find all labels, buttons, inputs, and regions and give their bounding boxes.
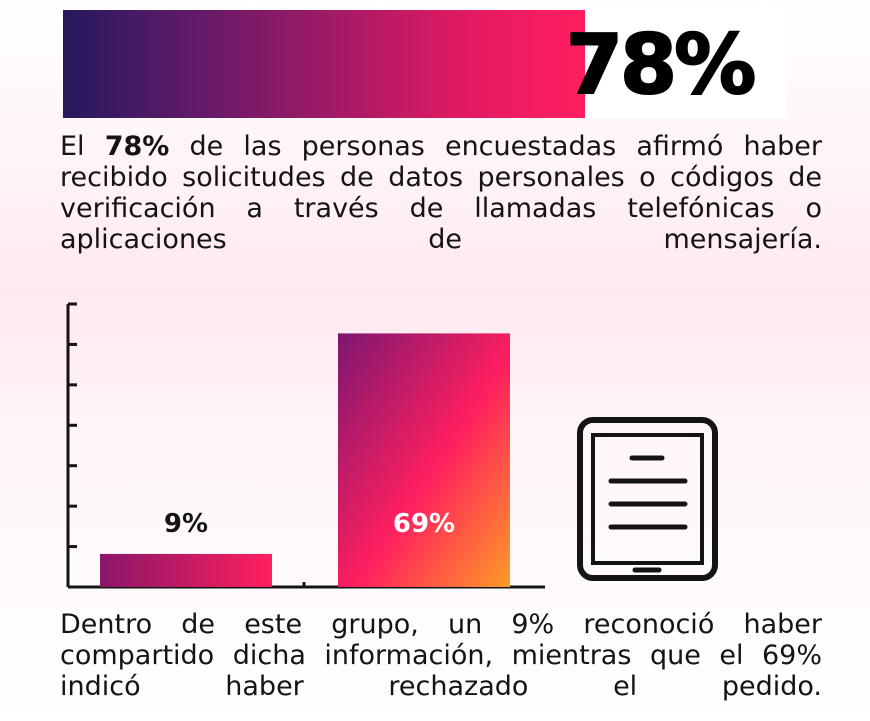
headline-progress-bar (63, 10, 585, 118)
bar-chart: 9% 69% (66, 302, 545, 589)
outro-paragraph: Dentro de este grupo, un 9% reconoció ha… (60, 609, 822, 702)
y-axis-ticks (68, 302, 77, 589)
headline-figure-box (585, 10, 786, 118)
intro-paragraph: El 78% de las personas encuestadas afirm… (60, 131, 822, 255)
intro-highlight: 78% (104, 131, 170, 162)
intro-text-rest: de las personas encuestadas afirmó haber… (60, 131, 822, 255)
intro-text-start: El (60, 131, 105, 162)
tablet-document-icon (577, 417, 718, 581)
bar-value-label: 9% (164, 509, 208, 539)
bar-69-percent (338, 333, 510, 587)
bar-value-label: 69% (393, 509, 455, 539)
bar-9-percent (100, 553, 272, 587)
headline-percentage: 78% (565, 17, 757, 114)
bars-group: 9% 69% (100, 333, 510, 587)
